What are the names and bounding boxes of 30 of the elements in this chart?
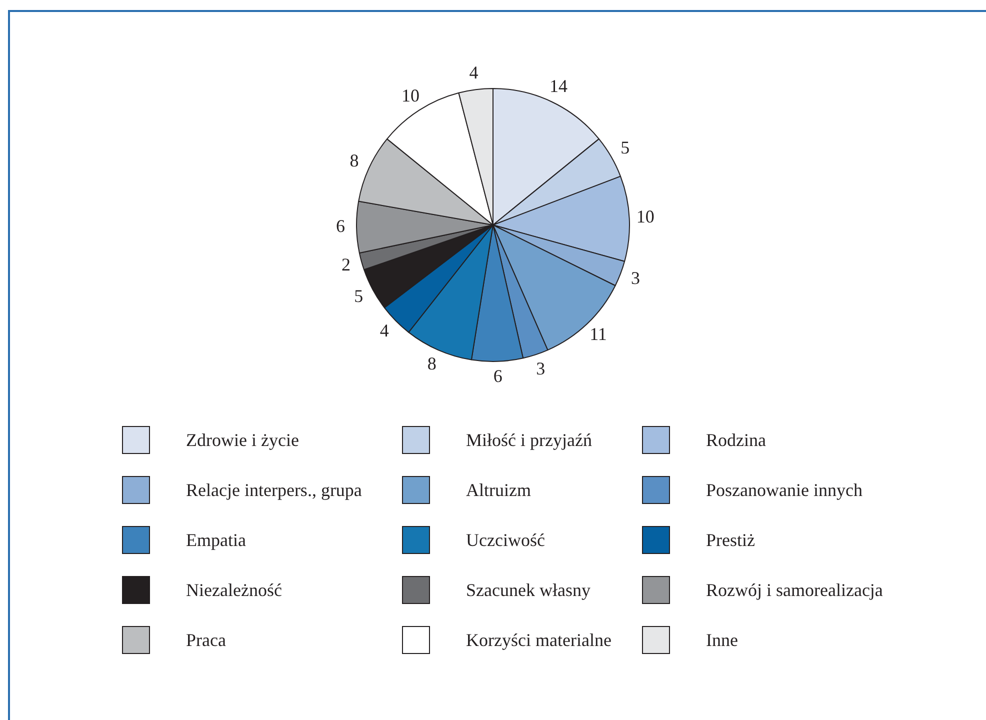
data-label: 10 — [402, 85, 420, 106]
legend-label: Empatia — [186, 530, 246, 550]
legend-label: Szacunek własny — [466, 580, 590, 600]
legend-label: Inne — [706, 630, 738, 650]
legend-label: Altruizm — [466, 480, 531, 500]
data-label: 6 — [336, 216, 346, 236]
legend-label: Uczciwość — [466, 530, 545, 550]
data-label: 5 — [620, 137, 630, 158]
data-label: 5 — [354, 286, 364, 306]
data-label: 3 — [536, 358, 546, 379]
legend-label: Poszanowanie innych — [706, 480, 862, 500]
data-label: 8 — [427, 353, 436, 374]
data-label: 4 — [469, 62, 478, 82]
data-label: 3 — [630, 268, 640, 288]
legend-label: Miłość i przyjaźń — [466, 430, 592, 450]
legend-label: Rozwój i samorealizacja — [706, 580, 883, 600]
data-label: 4 — [380, 320, 389, 341]
legend-label: Zdrowie i życie — [186, 430, 299, 450]
data-label: 10 — [636, 206, 654, 226]
legend-label: Korzyści materialne — [466, 630, 612, 650]
legend-label: Praca — [186, 630, 226, 650]
legend-label: Rodzina — [706, 430, 766, 450]
data-label: 2 — [342, 254, 351, 274]
data-label: 8 — [350, 150, 359, 170]
legend-label: Relacje interpers., grupa — [186, 480, 362, 500]
data-label: 14 — [550, 76, 568, 96]
legend-label: Prestiż — [706, 530, 755, 550]
legend-label: Niezależność — [186, 580, 282, 600]
data-label: 6 — [493, 366, 502, 386]
data-label: 11 — [590, 324, 607, 344]
